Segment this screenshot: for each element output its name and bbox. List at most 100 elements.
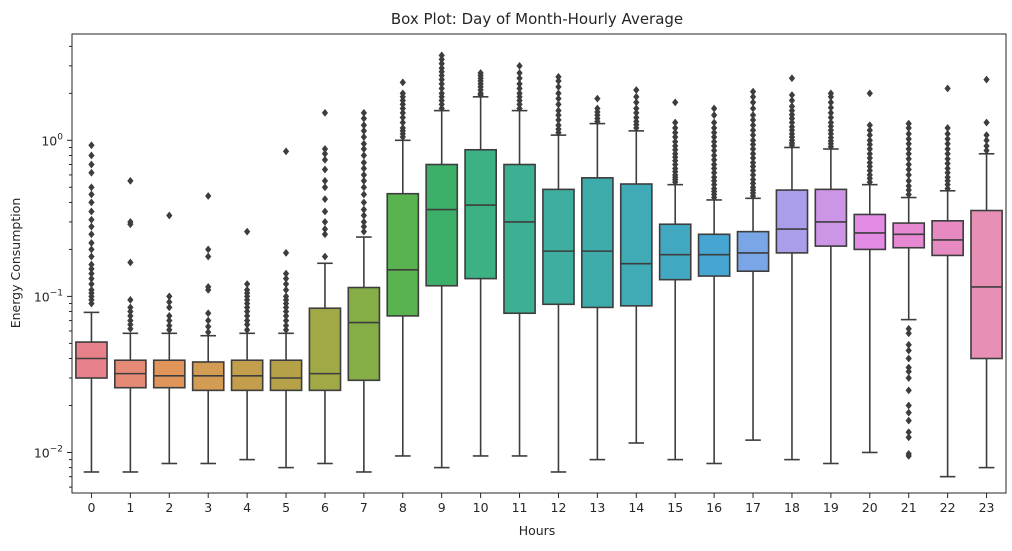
outlier-point xyxy=(905,154,912,163)
outlier-point xyxy=(827,103,835,112)
outlier-point xyxy=(827,113,835,122)
outlier-point xyxy=(516,68,523,78)
outlier-point xyxy=(749,175,757,184)
outlier-point xyxy=(205,191,212,200)
iqr-box xyxy=(736,230,770,273)
outlier-point xyxy=(672,141,679,150)
outlier-point xyxy=(905,428,912,437)
outlier-point xyxy=(166,321,173,330)
outlier-point xyxy=(88,198,95,207)
outlier-point xyxy=(438,51,445,60)
outlier-point xyxy=(983,131,990,140)
outlier-point xyxy=(282,316,290,325)
outlier-point xyxy=(205,309,212,318)
x-tick-label: 12 xyxy=(551,500,567,515)
outlier-point xyxy=(983,136,990,145)
outlier-point xyxy=(749,170,757,179)
x-tick-label: 9 xyxy=(438,500,446,515)
outlier-point xyxy=(555,82,562,91)
x-tick-label: 2 xyxy=(165,500,173,515)
outlier-point xyxy=(749,87,757,96)
outlier-point xyxy=(594,94,601,103)
outlier-point xyxy=(88,280,95,289)
outlier-point xyxy=(438,79,445,88)
outlier-point xyxy=(88,222,95,231)
outlier-point xyxy=(282,292,290,301)
outlier-point xyxy=(360,176,368,185)
outlier-point xyxy=(360,205,368,214)
outlier-point xyxy=(127,316,134,325)
box-hour-9 xyxy=(425,51,459,469)
box-hour-11 xyxy=(503,61,536,457)
x-axis-title: Hours xyxy=(519,523,556,538)
outlier-point xyxy=(672,137,679,146)
outlier-point xyxy=(710,137,718,146)
iqr-box xyxy=(425,163,459,287)
outlier-point xyxy=(321,217,329,226)
x-tick-label: 18 xyxy=(784,500,800,515)
outlier-point xyxy=(438,84,445,93)
plot-frame xyxy=(71,33,1007,494)
outlier-point xyxy=(905,324,912,333)
outlier-point xyxy=(983,118,990,127)
outlier-point xyxy=(555,89,562,98)
outlier-point xyxy=(88,285,95,294)
outlier-point xyxy=(321,252,329,261)
outlier-point xyxy=(905,176,912,185)
outlier-point xyxy=(905,340,912,349)
x-tick-label: 5 xyxy=(282,500,290,515)
outlier-point xyxy=(710,133,718,142)
outlier-point xyxy=(321,149,329,158)
outlier-point xyxy=(282,274,290,283)
outlier-point xyxy=(905,139,912,148)
outlier-point xyxy=(243,285,251,294)
outlier-point xyxy=(516,74,523,83)
outlier-point xyxy=(360,114,368,123)
x-tick-label: 21 xyxy=(901,500,917,515)
outlier-point xyxy=(321,108,329,117)
outlier-point xyxy=(672,118,679,127)
outlier-point xyxy=(282,321,290,330)
outlier-point xyxy=(205,316,212,325)
outlier-point xyxy=(905,374,912,383)
iqr-box xyxy=(308,307,342,392)
box-hour-13 xyxy=(581,94,614,461)
outlier-point xyxy=(944,149,951,158)
outlier-point xyxy=(88,207,95,216)
iqr-box xyxy=(503,163,536,315)
iqr-box xyxy=(152,359,186,389)
outlier-point xyxy=(205,245,212,254)
iqr-box xyxy=(970,209,1003,360)
iqr-box xyxy=(347,286,381,382)
outlier-point xyxy=(282,269,290,278)
x-tick-label: 15 xyxy=(667,500,683,515)
box-hour-0 xyxy=(75,141,108,473)
outlier-point xyxy=(749,92,757,101)
box-hour-22 xyxy=(931,84,964,478)
outlier-point xyxy=(905,170,912,179)
box-hour-3 xyxy=(191,191,225,465)
outlier-point xyxy=(88,264,95,273)
outlier-point xyxy=(944,168,951,177)
x-tick-label: 11 xyxy=(512,500,528,515)
outlier-point xyxy=(438,75,445,84)
outlier-point xyxy=(710,184,718,193)
outlier-point xyxy=(788,106,796,115)
outlier-point xyxy=(88,245,95,254)
box-hour-12 xyxy=(542,72,575,473)
box-hour-2 xyxy=(152,211,186,465)
outlier-point xyxy=(905,149,912,158)
box-hour-17 xyxy=(736,87,770,441)
outlier-point xyxy=(243,311,251,320)
outlier-point xyxy=(166,303,173,312)
outlier-point xyxy=(944,144,951,153)
outlier-point xyxy=(88,183,95,192)
outlier-point xyxy=(360,139,368,148)
outlier-point xyxy=(516,104,523,113)
outlier-point xyxy=(710,168,718,177)
outlier-point xyxy=(749,104,757,113)
outlier-point xyxy=(438,59,445,68)
outlier-point xyxy=(710,151,718,160)
outlier-point xyxy=(633,113,640,122)
iqr-box xyxy=(619,183,653,307)
